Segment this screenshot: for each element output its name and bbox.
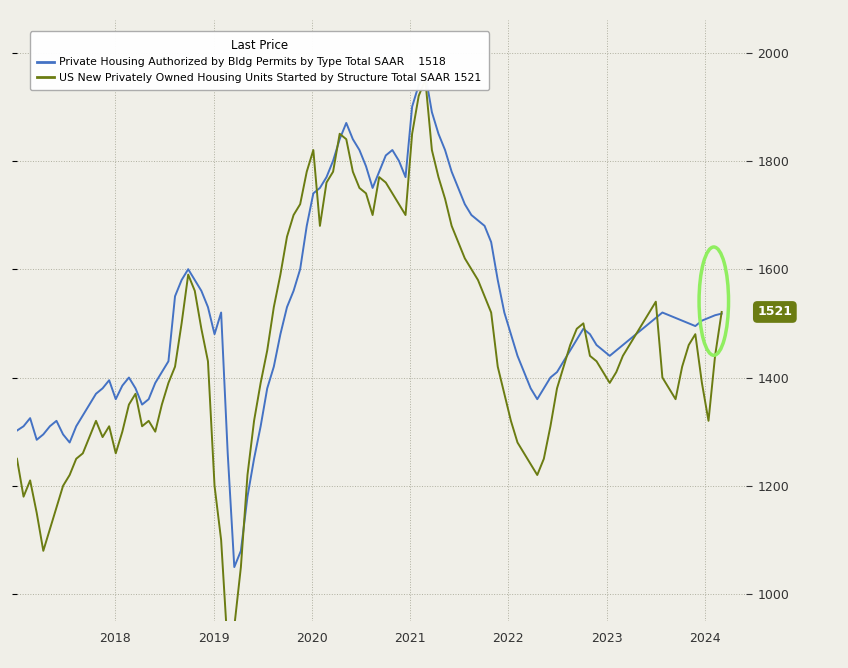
Text: 1521: 1521 [757, 305, 792, 319]
Legend: Private Housing Authorized by Bldg Permits by Type Total SAAR    1518, US New Pr: Private Housing Authorized by Bldg Permi… [30, 31, 488, 90]
